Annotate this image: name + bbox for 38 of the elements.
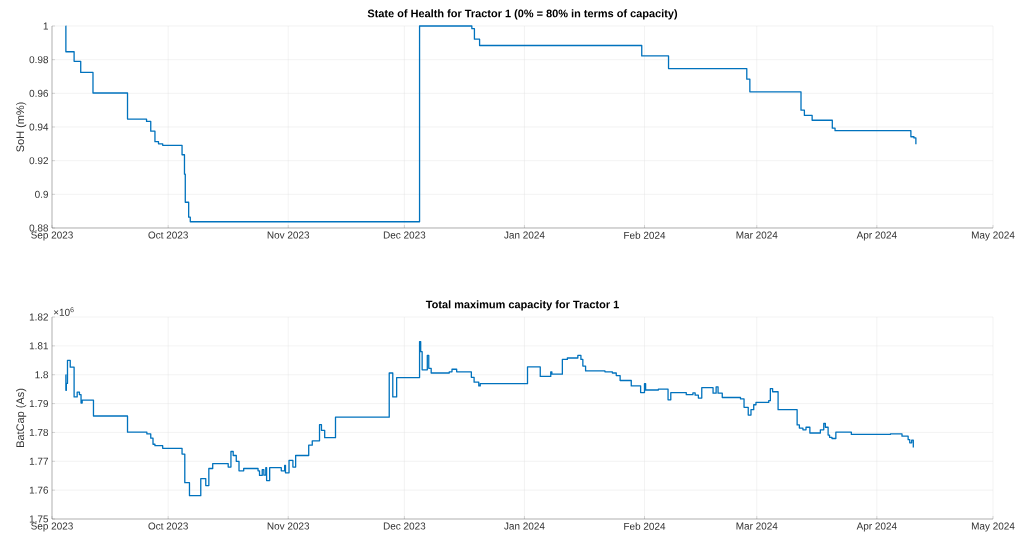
x-tick-label: Apr 2024	[856, 522, 897, 532]
y-tick-label: 0.94	[29, 123, 49, 131]
x-tick-label: Oct 2023	[148, 522, 188, 530]
y-tick-label: 0.98	[29, 56, 49, 64]
y-tick-label: 1.8	[35, 371, 49, 379]
x-tick-label: Jan 2024	[504, 522, 545, 530]
y-tick-label: 1.76	[29, 486, 49, 494]
x-tick-label: Nov 2023	[267, 231, 310, 239]
x-tick-label: May 2024	[971, 522, 1015, 532]
x-tick-label: Apr 2024	[856, 231, 897, 241]
y-tick-label: 0.96	[29, 89, 49, 97]
y-tick-label: 1.75	[29, 515, 49, 523]
chart-title: State of Health for Tractor 1 (0% = 80% in terms of capacity)	[367, 9, 678, 20]
x-tick-label: Nov 2023	[267, 522, 310, 530]
x-tick-label: Feb 2024	[624, 231, 666, 239]
x-tick-label: May 2024	[971, 231, 1015, 241]
x-tick-label: Jan 2024	[504, 231, 545, 239]
x-tick-label: Dec 2023	[383, 231, 426, 239]
y-tick-label: 1.81	[29, 342, 48, 350]
x-tick-label: Oct 2023	[148, 231, 188, 239]
x-tick-label: Sep 2023	[31, 231, 73, 241]
text: ×10$^{6}$	[53, 307, 74, 316]
y-tick-label: 1	[43, 22, 48, 30]
y-tick-label: 1.79	[29, 400, 49, 408]
y-tick-label: 0.88	[29, 224, 49, 232]
y-axis-title: SoH (m%)	[16, 102, 27, 152]
y-tick-label: 1.77	[29, 457, 48, 465]
x-tick-label: Dec 2023	[383, 522, 426, 530]
y-axis-title: BatCap (As)	[16, 388, 27, 447]
x-tick-label: Feb 2024	[624, 522, 666, 530]
x-tick-label: Mar 2024	[736, 231, 778, 239]
y-tick-label: 0.92	[29, 157, 48, 165]
x-tick-label: Mar 2024	[736, 522, 778, 530]
y-tick-label: 1.78	[29, 428, 49, 436]
y-tick-label: 1.82	[29, 313, 48, 321]
y-tick-label: 0.9	[35, 190, 49, 198]
x-tick-label: Sep 2023	[31, 522, 73, 532]
chart-title: Total maximum capacity for Tractor 1	[425, 300, 619, 311]
